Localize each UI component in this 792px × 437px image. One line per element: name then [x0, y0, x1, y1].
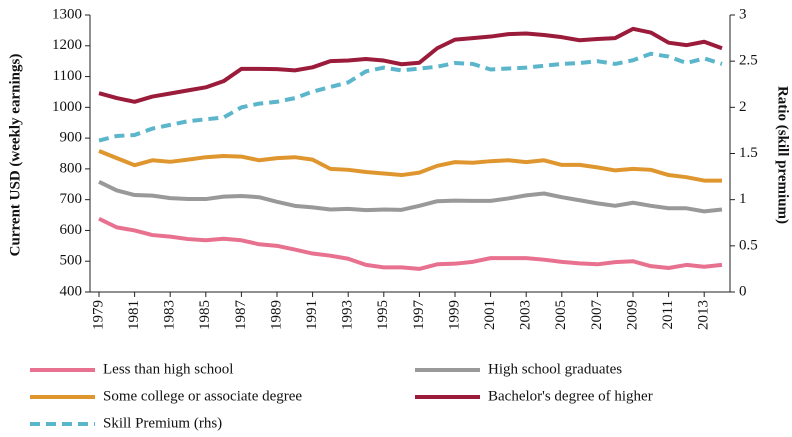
series-line [98, 180, 723, 214]
legend-label: Less than high school [103, 361, 233, 377]
x-tick-label: 2001 [482, 300, 498, 330]
legend-label: High school graduates [488, 361, 622, 377]
series-line [98, 51, 723, 143]
x-tick-label: 2003 [518, 300, 534, 330]
series-line [98, 26, 723, 104]
x-tick-label: 1995 [375, 300, 391, 330]
y2-tick-label: 2 [739, 99, 747, 115]
y-tick-label: 1000 [52, 99, 82, 115]
y2-axis-title: Ratio (skill premium) [775, 86, 791, 224]
y2-tick-label: 1 [739, 191, 747, 207]
x-tick-label: 1983 [162, 300, 178, 330]
y-tick-label: 1100 [53, 68, 82, 84]
y-tick-label: 600 [60, 222, 83, 238]
series-line [98, 149, 722, 183]
x-tick-label: 1989 [268, 300, 284, 330]
legend-label: Some college or associate degree [103, 388, 302, 404]
y2-tick-label: 3 [739, 6, 747, 22]
x-tick-label: 2007 [589, 300, 605, 331]
x-tick-label: 2011 [660, 300, 676, 329]
y-tick-label: 1200 [52, 37, 82, 53]
y-tick-label: 500 [60, 253, 83, 269]
y2-tick-label: 0.5 [739, 237, 758, 253]
legend-label: Skill Premium (rhs) [103, 415, 222, 431]
x-tick-label: 2009 [624, 300, 640, 330]
x-tick-label: 1999 [446, 300, 462, 330]
y-axis-title: Current USD (weekly earnings) [7, 54, 23, 257]
y2-tick-label: 0 [739, 283, 747, 299]
x-tick-label: 1997 [411, 300, 427, 331]
legend-label: Bachelor's degree of higher [488, 388, 653, 404]
x-tick-label: 1981 [126, 300, 142, 330]
y-tick-label: 800 [60, 160, 83, 176]
y2-tick-label: 2.5 [739, 53, 758, 69]
x-tick-label: 2013 [696, 300, 712, 330]
y-tick-label: 900 [60, 130, 83, 146]
x-tick-label: 1993 [340, 300, 356, 330]
x-tick-label: 2005 [553, 300, 569, 330]
y-tick-label: 400 [60, 283, 83, 299]
x-tick-label: 1979 [90, 300, 106, 330]
x-tick-label: 1991 [304, 300, 320, 330]
y2-tick-label: 1.5 [739, 145, 758, 161]
y-tick-label: 1300 [52, 6, 82, 22]
x-tick-label: 1987 [233, 300, 249, 331]
series-line [98, 216, 723, 271]
x-tick-label: 1985 [197, 300, 213, 330]
y-tick-label: 700 [60, 191, 83, 207]
